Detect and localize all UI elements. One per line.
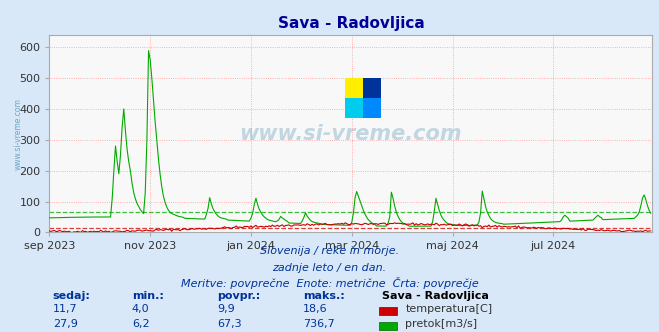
Text: temperatura[C]: temperatura[C] (405, 304, 492, 314)
Text: 18,6: 18,6 (303, 304, 328, 314)
Text: 9,9: 9,9 (217, 304, 235, 314)
Text: www.si-vreme.com: www.si-vreme.com (14, 98, 22, 170)
Text: Slovenija / reke in morje.: Slovenija / reke in morje. (260, 246, 399, 256)
Title: Sava - Radovljica: Sava - Radovljica (277, 16, 424, 31)
Bar (379, 306, 397, 315)
Text: 11,7: 11,7 (53, 304, 77, 314)
Text: pretok[m3/s]: pretok[m3/s] (405, 319, 477, 329)
Text: sedaj:: sedaj: (53, 291, 90, 301)
Text: 4,0: 4,0 (132, 304, 150, 314)
Text: www.si-vreme.com: www.si-vreme.com (240, 124, 462, 144)
Text: povpr.:: povpr.: (217, 291, 261, 301)
Text: maks.:: maks.: (303, 291, 345, 301)
Text: 27,9: 27,9 (53, 319, 78, 329)
Text: 6,2: 6,2 (132, 319, 150, 329)
Text: Sava - Radovljica: Sava - Radovljica (382, 291, 489, 301)
Text: min.:: min.: (132, 291, 163, 301)
Bar (379, 322, 397, 330)
Text: Meritve: povprečne  Enote: metrične  Črta: povprečje: Meritve: povprečne Enote: metrične Črta:… (181, 277, 478, 289)
Text: 67,3: 67,3 (217, 319, 242, 329)
Text: 736,7: 736,7 (303, 319, 335, 329)
Text: zadnje leto / en dan.: zadnje leto / en dan. (272, 263, 387, 273)
